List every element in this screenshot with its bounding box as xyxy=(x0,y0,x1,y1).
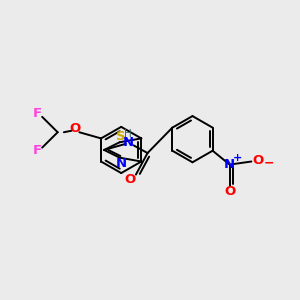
Text: H: H xyxy=(124,129,132,139)
Text: +: + xyxy=(233,153,242,164)
Text: O: O xyxy=(224,185,235,198)
Text: O: O xyxy=(69,122,80,135)
Text: F: F xyxy=(33,107,42,120)
Text: O: O xyxy=(252,154,263,167)
Text: −: − xyxy=(264,157,274,169)
Text: F: F xyxy=(33,144,42,157)
Text: N: N xyxy=(116,157,127,170)
Text: O: O xyxy=(124,173,135,186)
Text: N: N xyxy=(224,158,235,171)
Text: S: S xyxy=(116,130,126,142)
Text: N: N xyxy=(123,136,134,149)
